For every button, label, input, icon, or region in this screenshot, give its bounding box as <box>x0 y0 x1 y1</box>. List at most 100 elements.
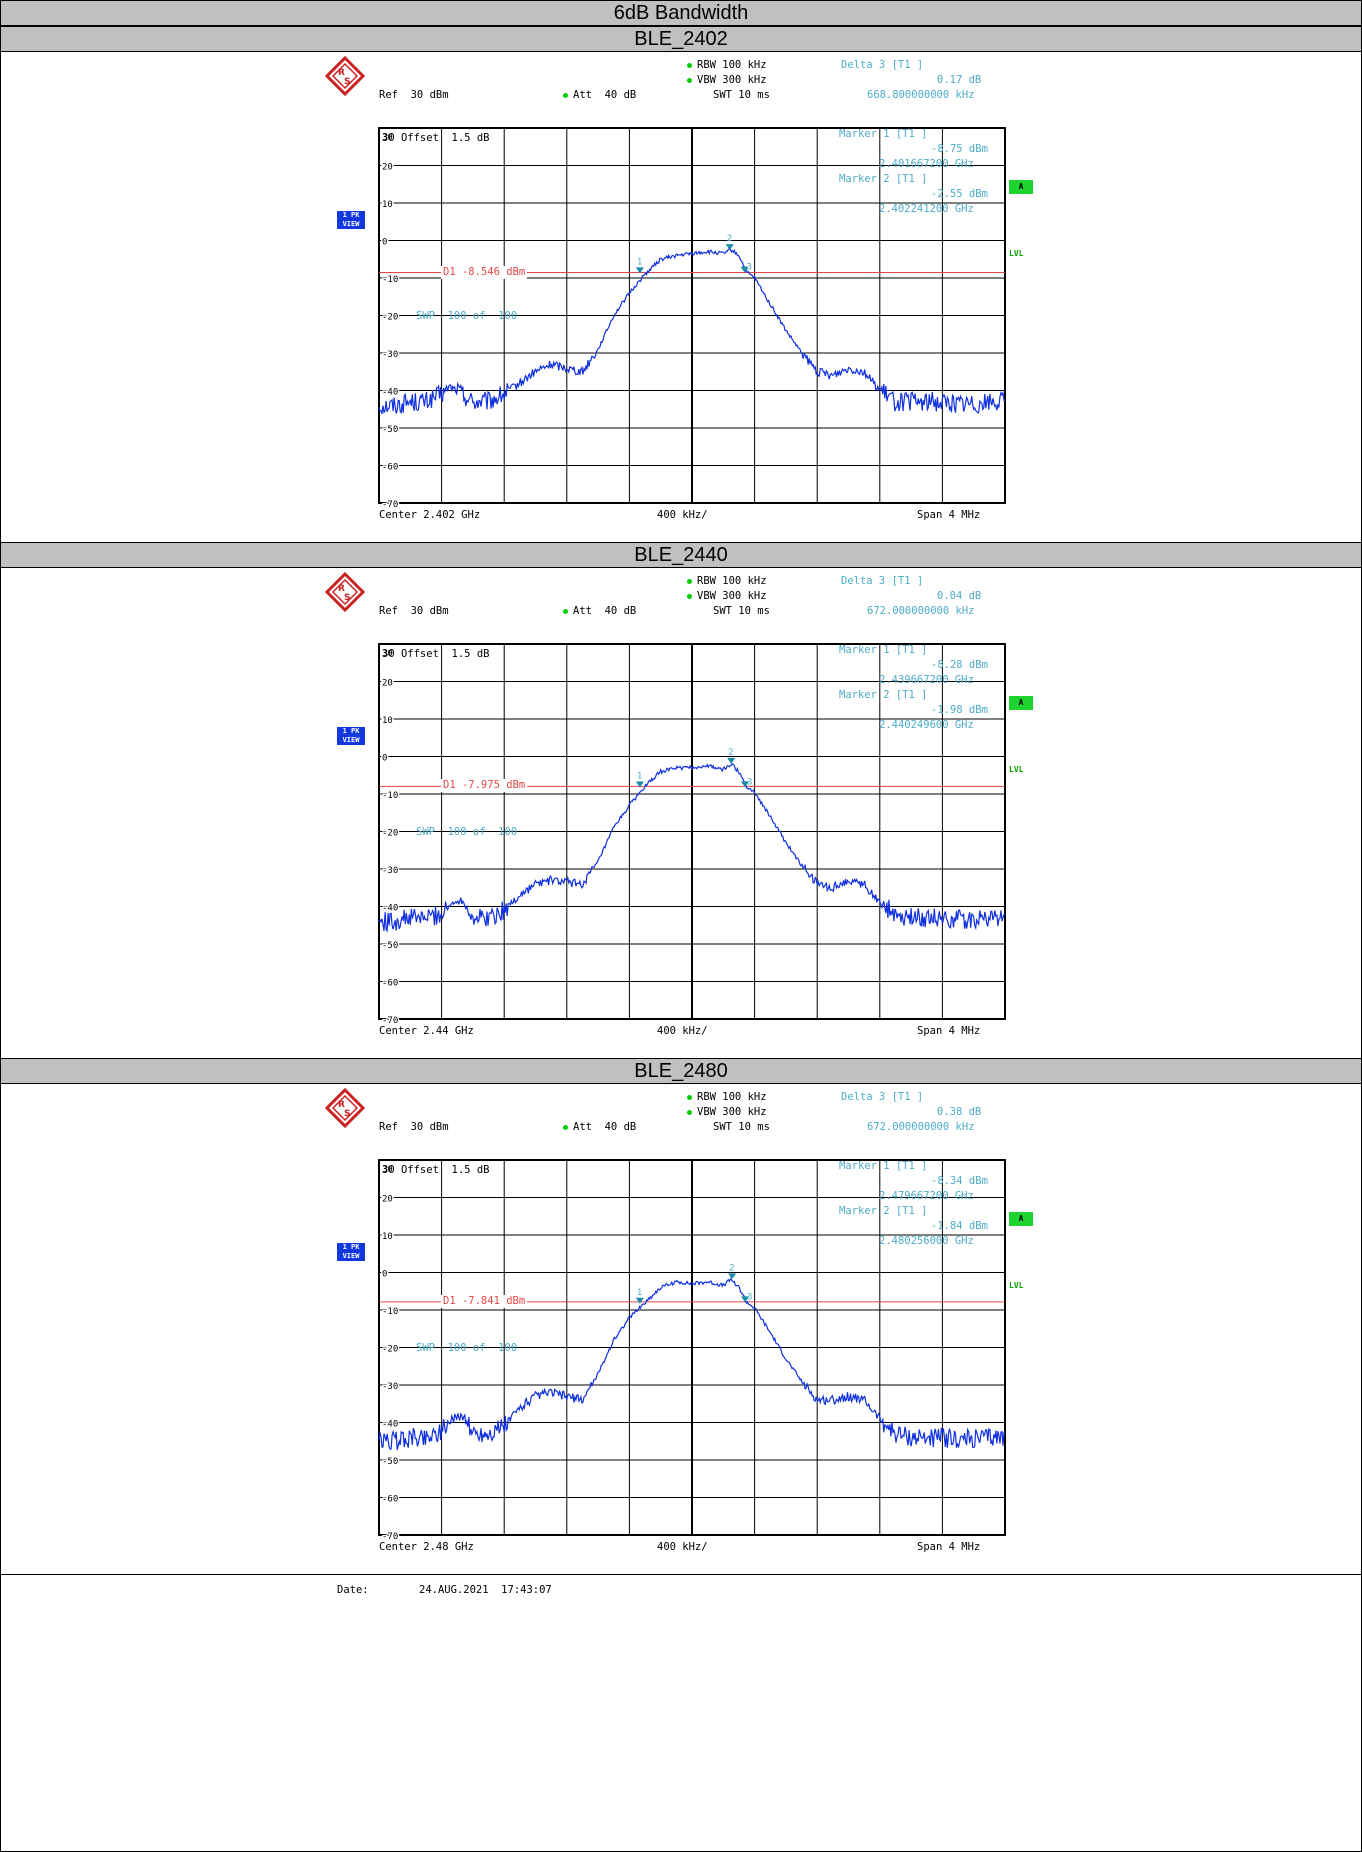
vbw-readout: VBW 300 kHz <box>697 74 767 86</box>
setting-bullet-icon <box>687 63 692 68</box>
marker-2-value: -1.84 dBm <box>931 1220 988 1232</box>
marker-2-value: -1.98 dBm <box>931 704 988 716</box>
svg-text:S: S <box>344 77 350 87</box>
marker-2-label: Marker 2 [T1 ] <box>839 173 928 185</box>
y-tick-label: -60 <box>382 1495 398 1505</box>
delta-marker-value: 0.17 dB <box>937 74 982 86</box>
a-indicator-badge: A <box>1009 1212 1033 1226</box>
attenuation-readout: Att 40 dB <box>573 1121 637 1133</box>
trace-view-label: VIEW <box>342 1252 360 1260</box>
attenuation-readout: Att 40 dB <box>573 605 637 617</box>
svg-text:R: R <box>338 584 345 594</box>
y-tick-label: -40 <box>382 388 398 398</box>
spectrum-trace <box>378 762 1006 933</box>
delta-marker-frequency: 672.000000000 kHz <box>867 1121 975 1133</box>
offset-readout: 30 Offset 1.5 dB <box>382 1164 490 1176</box>
y-tick-label: -30 <box>382 350 398 360</box>
marker-2-value: -2.55 dBm <box>931 188 988 200</box>
y-tick-label: -40 <box>382 904 398 914</box>
ref-level-readout: Ref 30 dBm <box>379 89 449 101</box>
trace-mode-label: 1 PK <box>342 727 360 735</box>
svg-text:R: R <box>338 1100 345 1110</box>
display-line-label: D1 -8.546 dBm <box>441 265 528 279</box>
delta-marker-label: Delta 3 [T1 ] <box>841 1091 924 1103</box>
y-tick-label: 0 <box>382 1270 387 1280</box>
marker-1-value: -8.34 dBm <box>931 1175 988 1187</box>
a-indicator-badge: A <box>1009 696 1033 710</box>
swt-readout: SWT 10 ms <box>713 605 770 617</box>
marker-2-triangle <box>725 244 734 251</box>
trace-mode-badge: 1 PK VIEW <box>337 1243 365 1261</box>
marker-1-label: 1 <box>637 772 642 782</box>
sweep-count-readout: SWP 100 of 100 <box>416 825 518 838</box>
delta-marker-value: 0.38 dB <box>937 1106 982 1118</box>
trace-view-label: VIEW <box>342 736 360 744</box>
marker-2-label: Marker 2 [T1 ] <box>839 1205 928 1217</box>
offset-readout: 30 Offset 1.5 dB <box>382 648 490 660</box>
y-tick-label: 10 <box>382 716 393 726</box>
center-frequency-readout: Center 2.48 GHz <box>379 1541 474 1553</box>
marker-1-triangle <box>635 1297 644 1304</box>
y-tick-label: 30 <box>382 649 393 659</box>
setting-bullet-icon <box>687 78 692 83</box>
marker-1-value: -8.28 dBm <box>931 659 988 671</box>
y-tick-label: 30 <box>382 133 393 143</box>
trace-mode-label: 1 PK <box>342 211 360 219</box>
marker-3-triangle <box>740 266 749 273</box>
y-tick-label: 20 <box>382 1195 393 1205</box>
lvl-indicator: LVL <box>1009 1281 1024 1290</box>
marker-2-triangle <box>728 1273 737 1280</box>
division-readout: 400 kHz/ <box>657 1025 708 1037</box>
span-readout: Span 4 MHz <box>917 1025 981 1037</box>
marker-2-frequency: 2.402241200 GHz <box>879 203 974 215</box>
span-readout: Span 4 MHz <box>917 1541 981 1553</box>
y-tick-label: -70 <box>382 1016 398 1026</box>
trace-view-label: VIEW <box>342 220 360 228</box>
shot-label: BLE_2480 <box>1 1058 1361 1084</box>
marker-2-label: 2 <box>728 748 733 758</box>
y-tick-label: -70 <box>382 1532 398 1542</box>
y-tick-label: 30 <box>382 1165 393 1175</box>
marker-1-frequency: 2.479667200 GHz <box>879 1190 974 1202</box>
marker-1-frequency: 2.401667200 GHz <box>879 158 974 170</box>
spectrum-plot: 30 20 10 0 -10 -20 -30 -40 -50 -60 -70 1 2 3 <box>378 643 1006 1028</box>
setting-bullet-icon <box>687 594 692 599</box>
trace-mode-badge: 1 PK VIEW <box>337 727 365 745</box>
date-value: 24.AUG.2021 17:43:07 <box>419 1584 552 1596</box>
marker-1-value: -8.75 dBm <box>931 143 988 155</box>
delta-marker-label: Delta 3 [T1 ] <box>841 59 924 71</box>
marker-1-triangle <box>635 781 644 788</box>
y-tick-label: -50 <box>382 425 398 435</box>
center-frequency-readout: Center 2.402 GHz <box>379 509 481 521</box>
y-tick-label: -20 <box>382 313 398 323</box>
marker-3-triangle <box>741 1296 750 1303</box>
y-tick-label: 20 <box>382 163 393 173</box>
y-tick-label: -10 <box>382 1307 398 1317</box>
svg-text:S: S <box>344 593 350 603</box>
setting-bullet-icon <box>687 1110 692 1115</box>
marker-1-label: Marker 1 [T1 ] <box>839 128 928 140</box>
division-readout: 400 kHz/ <box>657 509 708 521</box>
marker-3-label: 3 <box>747 263 752 273</box>
setting-bullet-icon <box>563 609 568 614</box>
marker-3-triangle <box>741 781 750 788</box>
vbw-readout: VBW 300 kHz <box>697 590 767 602</box>
marker-2-frequency: 2.440249600 GHz <box>879 719 974 731</box>
y-tick-label: -50 <box>382 1457 398 1467</box>
screenshot-panel: R S RBW 100 kHz VBW 300 kHz SWT 10 ms Ref 30 … <box>1 1058 1361 1596</box>
lvl-indicator: LVL <box>1009 765 1024 774</box>
y-tick-label: -30 <box>382 866 398 876</box>
rbw-readout: RBW 100 kHz <box>697 1091 767 1103</box>
setting-bullet-icon <box>563 93 568 98</box>
svg-text:R: R <box>338 68 345 78</box>
swt-readout: SWT 10 ms <box>713 1121 770 1133</box>
marker-1-label: 1 <box>637 257 642 267</box>
marker-1-label: 1 <box>637 1288 642 1298</box>
delta-marker-value: 0.04 dB <box>937 590 982 602</box>
page-title: 6dB Bandwidth <box>1 1 1361 26</box>
y-tick-label: -50 <box>382 941 398 951</box>
y-tick-label: -70 <box>382 500 398 510</box>
delta-marker-frequency: 668.800000000 kHz <box>867 89 975 101</box>
shot-label: BLE_2440 <box>1 542 1361 568</box>
